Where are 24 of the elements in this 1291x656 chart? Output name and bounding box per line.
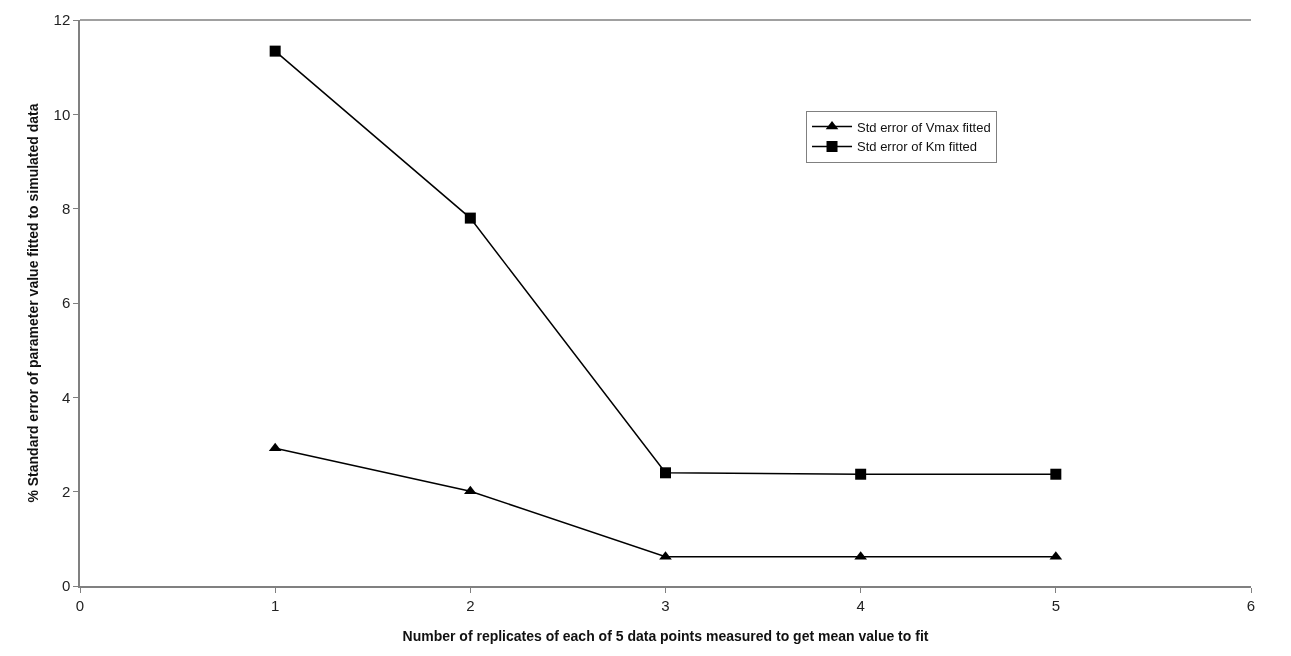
point — [268, 442, 282, 452]
x-tick-label: 0 — [75, 596, 85, 614]
point — [464, 212, 476, 224]
x-tick-label: 1 — [271, 596, 280, 614]
legend-label: Std error of Km fitted — [857, 139, 977, 155]
x-tick-label: 6 — [1246, 596, 1256, 614]
point — [855, 468, 867, 480]
y-tick-label: 4 — [61, 388, 71, 406]
y-tick-label: 10 — [53, 105, 71, 123]
x-tick-label: 2 — [466, 596, 475, 614]
legend-label: Std error of Vmax fitted — [857, 119, 991, 135]
point — [660, 467, 671, 479]
x-tick-label: 3 — [661, 596, 670, 614]
x-axis-title: Number of replicates of each of 5 data points measured to get mean value to fit — [402, 627, 929, 644]
point — [269, 45, 281, 57]
x-tick-label: 4 — [856, 596, 865, 614]
point — [1050, 468, 1062, 480]
y-tick-label: 2 — [61, 482, 71, 500]
y-tick-label: 0 — [61, 577, 71, 595]
y-axis-title: % Standard error of parameter value fitted to simulated data — [24, 103, 41, 503]
y-tick-label: 8 — [61, 199, 71, 217]
y-tick-label: 6 — [61, 294, 71, 312]
y-tick-label: 12 — [53, 11, 71, 29]
x-tick-label: 5 — [1051, 596, 1060, 614]
